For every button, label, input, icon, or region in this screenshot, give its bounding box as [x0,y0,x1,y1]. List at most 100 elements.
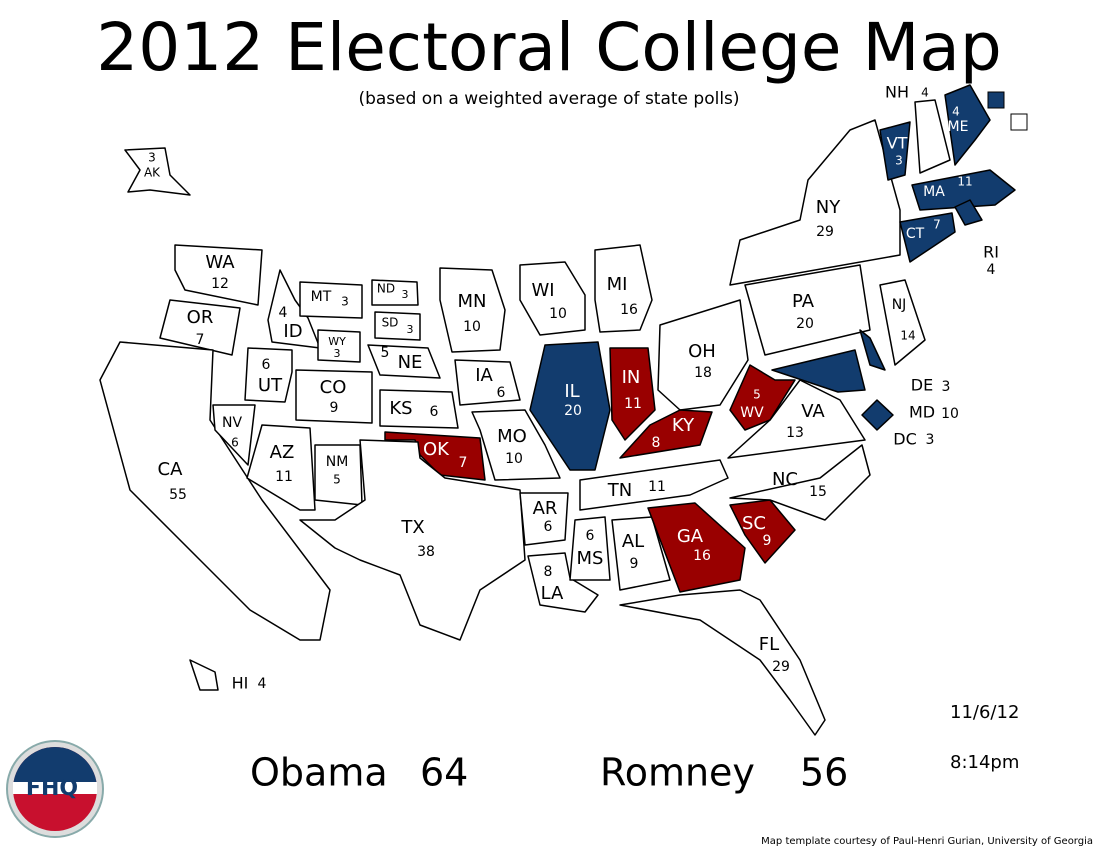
logo-band [13,782,97,794]
state-abbr: LA [541,583,564,604]
state-abbr: KY [672,415,695,436]
state: WV 5 [729,364,796,431]
state-shape [519,492,569,546]
state-shape [367,344,441,379]
state-abbr: MI [607,274,628,295]
state-votes: 7 [933,218,941,232]
candidate-votes: 56 [800,751,848,795]
state-abbr: IA [475,365,493,386]
state-votes: 29 [772,659,790,675]
state: MN 10 [439,267,506,353]
state-votes: 7 [459,455,468,471]
maine-district-box [987,91,1005,109]
state-votes: 10 [463,319,481,335]
state-shape [529,341,611,471]
state-shape [954,199,983,226]
state: OR 7 [159,299,241,356]
state-shape [124,147,191,196]
state-abbr: KS [389,398,412,419]
state: MD 10 [771,349,959,422]
state-shape [299,281,363,319]
state-abbr: IL [564,381,579,402]
state-votes: 10 [549,306,567,322]
state-shape [879,279,926,366]
state-abbr: IN [622,367,641,388]
state-votes: 4 [258,676,267,692]
state-abbr: NJ [892,297,907,313]
state-abbr: TX [400,517,424,538]
state-votes: 9 [763,533,772,549]
state-shape [729,364,796,431]
state: PA 20 [744,264,871,356]
state-votes: 20 [796,316,814,332]
state-shape [569,516,611,581]
candidate-votes: 64 [420,751,468,795]
state-shape [384,431,486,481]
state-abbr: MT [311,289,332,305]
state-shape [861,399,894,431]
state: HI 4 [189,659,267,693]
state: ID4 [267,269,321,349]
state-abbr: WI [531,280,554,301]
state-abbr: OR [187,307,214,328]
state: ND 3 [371,279,419,306]
state-votes: 3 [942,379,951,395]
state-shape [317,329,361,363]
state: NM 5 [314,444,363,506]
state: NV 6 [212,404,256,466]
state-shape [527,552,599,613]
state: LA 8 [527,552,599,613]
state: KS 6 [379,389,459,429]
state-abbr: SD [382,316,399,330]
state-abbr: CO [320,377,347,398]
state-votes: 8 [652,435,661,451]
state-votes: 10 [505,451,523,467]
state-votes: 4 [279,305,288,321]
state-abbr: ND [377,282,395,296]
state-shape [647,502,746,593]
candidate-name: Romney [600,751,755,795]
state-abbr: AL [622,531,644,552]
state-votes: 5 [381,345,390,361]
state: CT 7 [899,212,956,263]
state-votes: 3 [926,432,935,448]
state-shape [519,261,586,336]
state-votes: 3 [402,288,409,301]
state-shape [295,369,373,424]
state-votes: 3 [407,323,414,336]
state-votes: 6 [262,357,271,373]
state-shape [914,99,951,174]
state-abbr: UT [258,375,283,396]
state-abbr: CA [158,459,184,480]
state: SD 3 [374,311,421,341]
state-votes: 3 [148,151,156,165]
state-abbr: DE [911,376,933,395]
state-shape [729,444,871,521]
state-votes: 6 [586,528,595,544]
state-votes: 5 [333,473,341,487]
state-votes: 10 [941,406,959,422]
state-abbr: MA [923,184,945,200]
state-abbr: DC [893,430,917,449]
maine-district-box [1010,113,1028,131]
state-abbr: OK [423,439,450,460]
state-votes: 11 [624,396,642,412]
state-abbr: WA [205,252,235,273]
state-abbr: VA [801,401,825,422]
date: 11/6/12 [950,702,1019,723]
state-shape [371,279,419,306]
state: MT 3 [299,281,363,319]
state-votes: 55 [169,487,187,503]
state-abbr: RI [983,243,999,262]
state-shape [439,267,506,353]
state-abbr: NM [326,454,349,470]
state-abbr: AK [144,166,161,180]
state: CA 55 [99,341,331,641]
state: NE 5 [367,344,441,379]
title: 2012 Electoral College Map [96,9,1002,86]
state-abbr: MD [909,403,935,422]
state-abbr: MS [577,548,604,569]
